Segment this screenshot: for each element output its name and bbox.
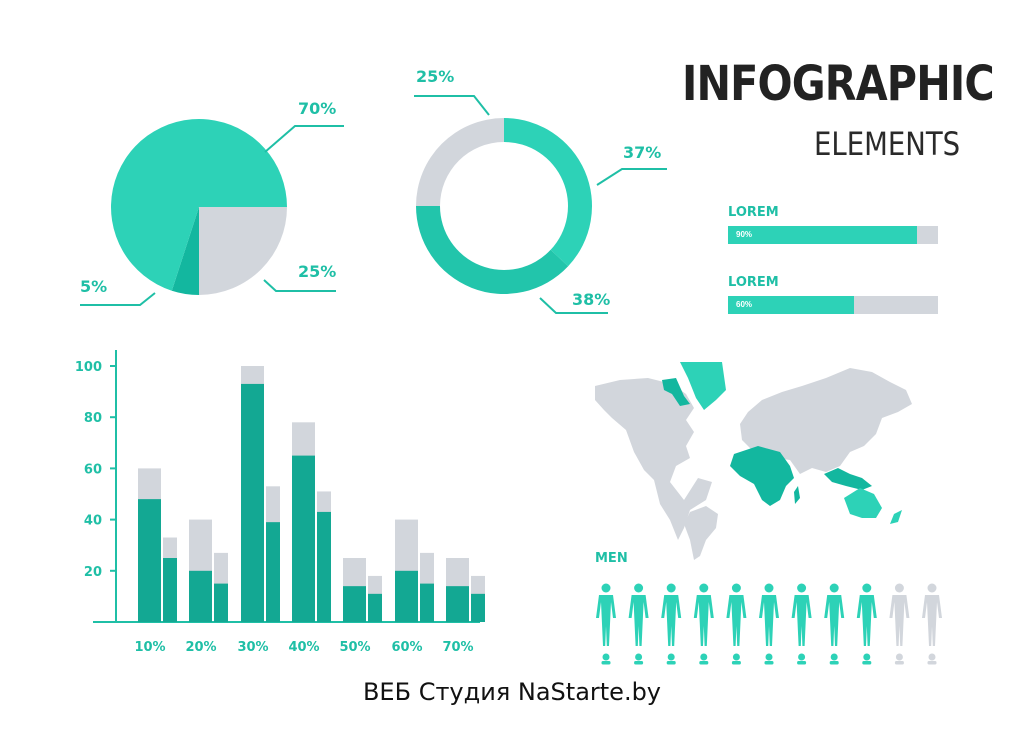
x-tick-label: 70% bbox=[442, 640, 473, 655]
donut-label-25: 25% bbox=[416, 67, 454, 86]
man-icon bbox=[889, 583, 910, 665]
map-southeast-asia bbox=[824, 468, 872, 490]
map-new-zealand bbox=[890, 510, 902, 524]
y-tick-label: 40 bbox=[84, 514, 102, 529]
x-tick-label: 50% bbox=[339, 640, 370, 655]
man-icon bbox=[856, 583, 877, 665]
pie-leader-lines bbox=[80, 125, 344, 306]
x-tick-label: 10% bbox=[134, 640, 165, 655]
map-madagascar bbox=[794, 486, 800, 504]
donut-label-38: 38% bbox=[572, 290, 610, 309]
bar-value bbox=[471, 593, 485, 622]
bar-value bbox=[368, 593, 382, 622]
donut-label-37: 37% bbox=[623, 143, 661, 162]
bar-value bbox=[189, 570, 212, 622]
map-north-america bbox=[595, 378, 712, 540]
man-icon bbox=[726, 583, 747, 665]
progress-bar-1: LOREM 90% bbox=[728, 205, 938, 244]
man-icon bbox=[922, 583, 942, 665]
map-south-america bbox=[684, 506, 718, 560]
pie-label-25: 25% bbox=[298, 262, 336, 281]
progress-percent-label: 90% bbox=[736, 230, 753, 239]
infographic-title: INFOGRAPHIC bbox=[682, 56, 995, 112]
footer-credit: ВЕБ Студия NaStarte.by bbox=[362, 678, 662, 706]
man-icon bbox=[596, 583, 616, 665]
y-tick-label: 20 bbox=[84, 565, 102, 580]
y-tick-label: 80 bbox=[84, 411, 102, 426]
bar-value bbox=[292, 455, 315, 622]
pie-slice-25 bbox=[199, 207, 287, 295]
progress-bar-title: LOREM bbox=[728, 205, 779, 220]
donut-leader-lines bbox=[414, 95, 667, 314]
bar-value bbox=[395, 570, 418, 622]
x-tick-label: 20% bbox=[185, 640, 216, 655]
bar-value bbox=[138, 499, 161, 622]
donut-chart bbox=[416, 118, 592, 294]
progress-track: 60% bbox=[728, 296, 938, 314]
progress-bar-title: LOREM bbox=[728, 275, 779, 290]
world-map bbox=[595, 362, 912, 560]
man-icon bbox=[759, 583, 779, 665]
bar-value bbox=[241, 383, 264, 622]
map-australia bbox=[844, 488, 882, 518]
x-tick-label: 60% bbox=[391, 640, 422, 655]
infographic-subtitle: ELEMENTS bbox=[814, 125, 961, 163]
map-eurasia bbox=[740, 368, 912, 474]
bar-value bbox=[266, 522, 280, 622]
men-pictogram bbox=[596, 583, 942, 665]
man-icon bbox=[693, 583, 714, 665]
progress-fill bbox=[728, 226, 917, 244]
pie-label-5: 5% bbox=[80, 277, 107, 296]
x-tick-label: 30% bbox=[237, 640, 268, 655]
map-hudson-bay bbox=[662, 378, 690, 406]
y-tick-label: 60 bbox=[84, 462, 102, 477]
man-icon bbox=[661, 583, 682, 665]
progress-bar-2: LOREM 60% bbox=[728, 275, 938, 314]
donut-segment-38 bbox=[416, 206, 569, 294]
x-tick-label: 40% bbox=[288, 640, 319, 655]
map-greenland bbox=[680, 362, 726, 410]
man-icon bbox=[791, 583, 812, 665]
pie-slice-5 bbox=[171, 207, 199, 295]
bar-value bbox=[163, 558, 177, 622]
bar-value bbox=[214, 583, 228, 622]
bar-value bbox=[317, 511, 331, 622]
bar-value bbox=[446, 586, 469, 622]
map-africa bbox=[730, 446, 794, 506]
y-tick-label: 100 bbox=[75, 360, 102, 375]
bar-value bbox=[420, 583, 434, 622]
donut-segment-25 bbox=[416, 118, 504, 206]
donut-segment-37 bbox=[504, 118, 592, 267]
pie-slice-70 bbox=[111, 119, 287, 291]
man-icon bbox=[824, 583, 845, 665]
pie-label-70: 70% bbox=[298, 99, 336, 118]
men-label: MEN bbox=[595, 551, 628, 566]
bar-chart: 20 40 60 80 100 10% 20% 30% 40% 50% 60% 70% bbox=[75, 350, 485, 655]
bar-value bbox=[343, 586, 366, 622]
progress-fill bbox=[728, 296, 854, 314]
progress-percent-label: 60% bbox=[736, 300, 753, 309]
progress-track: 90% bbox=[728, 226, 938, 244]
man-icon bbox=[628, 583, 649, 665]
pie-chart bbox=[111, 119, 287, 295]
